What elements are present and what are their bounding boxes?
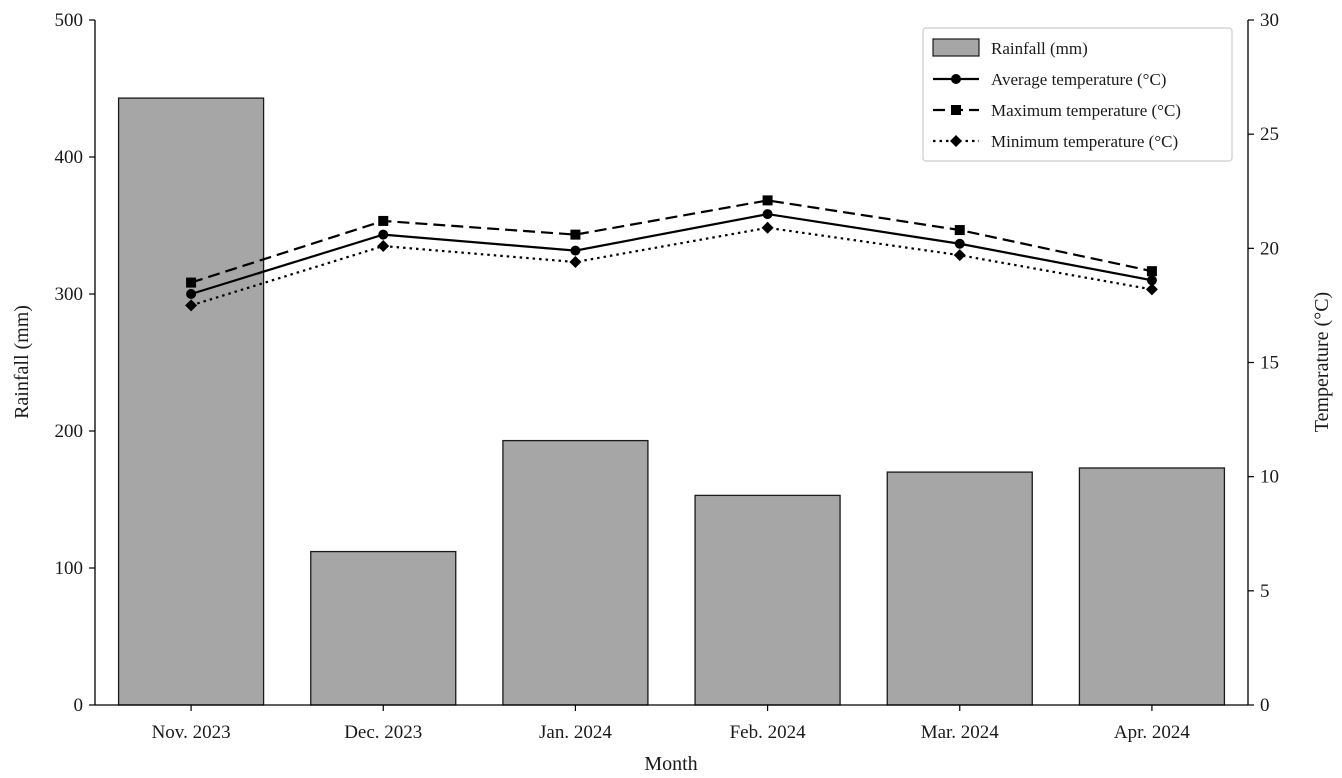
y-left-tick-label-0: 0: [74, 695, 84, 716]
y-right-tick-label-25: 25: [1260, 124, 1279, 145]
rainfall-bar-5: [1078, 467, 1226, 706]
x-tick-label-0: Nov. 2023: [152, 722, 231, 743]
lines-layer: [185, 195, 1158, 312]
legend-swatch-rainfall: [932, 38, 980, 57]
legend-label-2: Maximum temperature (°C): [991, 101, 1181, 120]
temp-point-diamond-1: [377, 240, 390, 253]
legend-marker-diamond: [950, 135, 962, 147]
y-left-tick-label-300: 300: [55, 284, 84, 305]
temp-point-square-3: [762, 195, 773, 206]
rainfall-bar-2: [502, 439, 649, 706]
rainfall-bar-3: [694, 494, 841, 706]
x-tick-label-1: Dec. 2023: [344, 722, 422, 743]
y-left-tick-label-400: 400: [55, 147, 84, 168]
rainfall-bar-1: [310, 550, 457, 706]
y-left-tick-label-100: 100: [55, 558, 84, 579]
legend-marker-square: [951, 105, 961, 115]
temp-point-diamond-3: [761, 221, 774, 234]
legend-label-1: Average temperature (°C): [991, 70, 1166, 89]
temp-line-square: [190, 199, 1153, 284]
y-axis-left-title: Rainfall (mm): [11, 305, 33, 419]
y-left-tick-label-200: 200: [55, 421, 84, 442]
x-tick-label-3: Feb. 2024: [730, 722, 807, 743]
x-tick-label-2: Jan. 2024: [539, 722, 612, 743]
rainfall-bar-4: [886, 471, 1033, 706]
temp-point-square-0: [186, 277, 197, 288]
y-right-tick-label-20: 20: [1260, 238, 1279, 259]
legend-marker-circle: [951, 74, 961, 84]
y-right-tick-label-0: 0: [1260, 695, 1270, 716]
temp-line-circle: [190, 212, 1153, 296]
x-tick-label-5: Apr. 2024: [1114, 722, 1191, 743]
temp-point-circle-1: [378, 229, 389, 240]
legend-label-0: Rainfall (mm): [991, 39, 1088, 58]
y-right-tick-label-5: 5: [1260, 581, 1270, 602]
temp-point-circle-5: [1146, 275, 1157, 286]
legend: Rainfall (mm) Average temperature (°C) Max…: [922, 27, 1233, 162]
temp-point-square-4: [954, 225, 965, 236]
temp-point-diamond-0: [185, 299, 198, 312]
y-right-tick-label-15: 15: [1260, 353, 1279, 374]
temp-point-square-5: [1146, 266, 1157, 277]
temp-point-circle-2: [570, 245, 581, 256]
temp-point-diamond-2: [569, 256, 582, 269]
axes-layer: 0 100 200 300 400 500 0 5 10 15 20 25 30 Nov. 2023 Dec…: [55, 10, 1280, 743]
rainfall-bar-0: [117, 97, 265, 706]
temp-point-diamond-4: [953, 249, 966, 262]
y-right-tick-label-10: 10: [1260, 467, 1279, 488]
temp-point-diamond-5: [1145, 283, 1158, 296]
x-axis-title: Month: [644, 753, 697, 773]
temp-point-circle-0: [186, 289, 197, 299]
legend-label-3: Minimum temperature (°C): [991, 132, 1178, 151]
temp-point-square-2: [570, 229, 581, 240]
y-axis-right-title: Temperature (°C): [1311, 292, 1333, 432]
y-left-tick-label-500: 500: [55, 10, 84, 31]
bars-layer: [117, 97, 1226, 706]
x-tick-label-4: Mar. 2024: [921, 722, 1000, 743]
legend-box: [922, 27, 1233, 162]
temp-point-circle-4: [954, 238, 965, 249]
y-right-tick-label-30: 30: [1260, 10, 1279, 31]
temp-point-square-1: [378, 215, 389, 226]
temp-point-circle-3: [762, 209, 773, 220]
